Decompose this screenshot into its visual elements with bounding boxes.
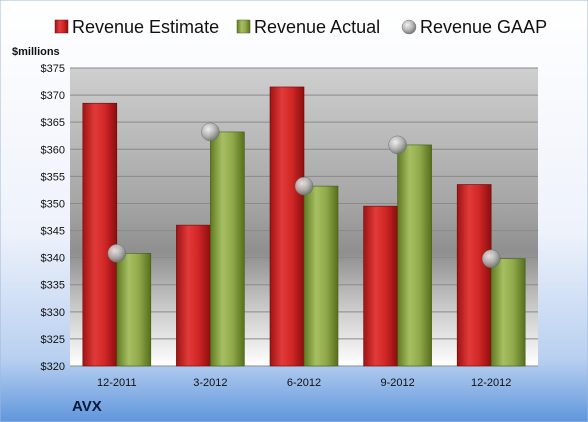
y-axis-ticks: $320 $325 $330 $335 $340 $345 $350 $355 $360 $365… [41, 63, 65, 373]
y-tick-label: $320 [41, 361, 65, 373]
y-tick-label: $365 [41, 117, 65, 129]
x-tick-label: 9-2012 [380, 377, 414, 389]
marker-revenue-gaap [388, 135, 407, 155]
legend: Revenue Estimate Revenue Actual Revenue … [54, 17, 547, 37]
y-tick-label: $375 [41, 63, 65, 75]
y-tick-label: $350 [41, 198, 65, 210]
y-tick-label: $330 [41, 307, 65, 319]
y-tick-label: $370 [41, 90, 65, 102]
gaap-markers [107, 122, 501, 268]
x-tick-label: 12-2011 [97, 377, 137, 389]
ticker-label: AVX [72, 398, 102, 415]
bar-revenue-actual [490, 258, 526, 367]
bar-revenue-estimate [176, 224, 211, 367]
bar-revenue-estimate [269, 86, 305, 367]
bar-revenue-estimate [363, 205, 398, 367]
x-tick-label: 3-2012 [193, 377, 227, 389]
bar-revenue-actual [210, 131, 245, 367]
legend-swatch-gray-ball [401, 19, 417, 35]
bar-revenue-actual [116, 253, 152, 367]
bar-revenue-actual [303, 185, 339, 367]
bar-revenue-actual [397, 144, 432, 367]
x-tick-label: 12-2012 [471, 377, 511, 389]
bars [82, 86, 526, 367]
marker-revenue-gaap [201, 122, 220, 142]
bar-revenue-estimate [456, 184, 492, 367]
bar-revenue-estimate [82, 102, 118, 367]
y-tick-label: $340 [41, 253, 65, 265]
legend-item-actual: Revenue Actual [236, 17, 380, 37]
legend-label-actual: Revenue Actual [254, 17, 380, 37]
x-tick-label: 6-2012 [287, 377, 321, 389]
legend-item-gaap: Revenue GAAP [401, 17, 547, 37]
y-tick-label: $360 [41, 144, 65, 156]
x-axis-ticks: 12-2011 3-2012 6-2012 9-2012 12-2012 [97, 377, 511, 389]
marker-revenue-gaap [481, 249, 501, 268]
marker-revenue-gaap [294, 176, 314, 196]
marker-revenue-gaap [107, 244, 127, 263]
legend-item-estimate: Revenue Estimate [54, 17, 219, 37]
y-tick-label: $345 [41, 226, 65, 238]
y-tick-label: $355 [41, 171, 65, 183]
legend-swatch-red [54, 19, 69, 34]
legend-swatch-green [236, 19, 251, 34]
y-tick-label: $335 [41, 280, 65, 292]
y-tick-label: $325 [41, 334, 65, 346]
legend-label-gaap: Revenue GAAP [420, 17, 547, 37]
legend-label-estimate: Revenue Estimate [72, 17, 219, 37]
y-axis-unit-label: $millions [12, 46, 60, 58]
